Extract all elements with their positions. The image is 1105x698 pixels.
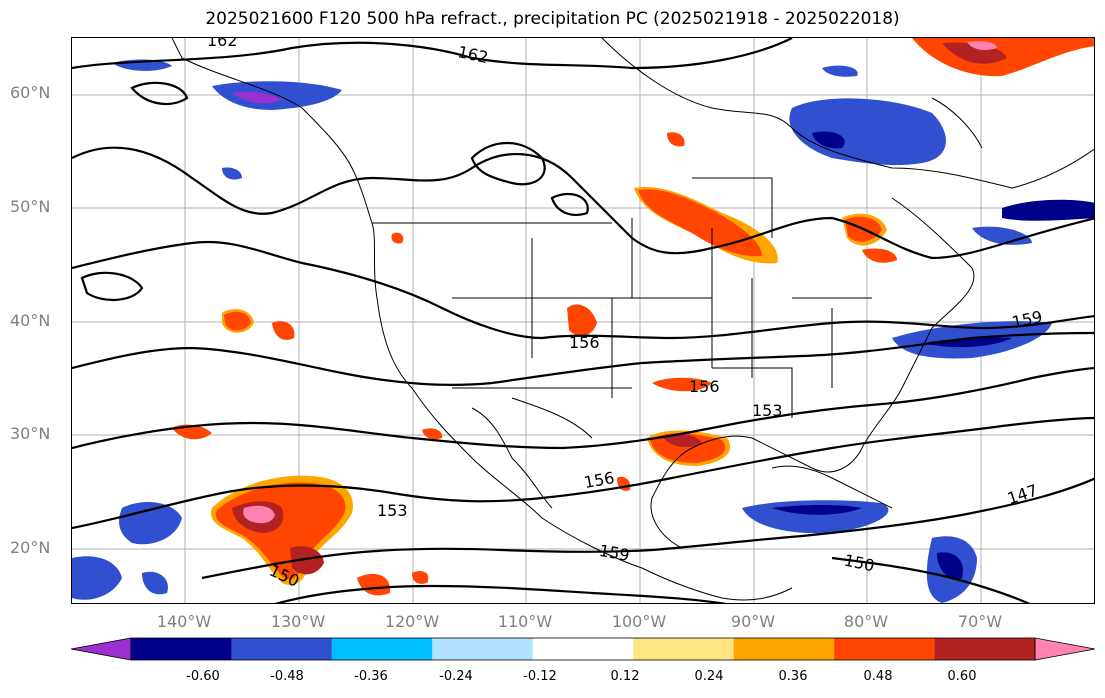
lat-label-60n: 60°N [10, 83, 51, 102]
lon-label-110w: 110°W [497, 612, 553, 631]
colorbar-tick: -0.24 [439, 669, 473, 684]
lon-label-90w: 90°W [730, 612, 776, 631]
map-canvas: 162 162 159 156 156 153 156 153 159 150 … [72, 38, 1094, 603]
lat-label-30n: 30°N [10, 424, 51, 443]
lon-label-130w: 130°W [270, 612, 326, 631]
lon-label-80w: 80°W [843, 612, 889, 631]
map-title: 2025021600 F120 500 hPa refract., precip… [205, 9, 900, 29]
colorbar-tick: 0.60 [947, 669, 977, 684]
colorbar [71, 637, 1095, 661]
colorbar-segment [532, 638, 634, 660]
contour-label: 153 [377, 501, 408, 520]
colorbar-tick: 0.12 [610, 669, 640, 684]
map-panel: 162 162 159 156 156 153 156 153 159 150 … [71, 37, 1095, 604]
lat-label-50n: 50°N [10, 197, 51, 216]
contour-label: 162 [207, 38, 238, 50]
colorbar-segment [331, 638, 433, 660]
colorbar-tick: -0.12 [523, 669, 557, 684]
coastlines [171, 38, 1094, 601]
contour-label: 147 [1005, 481, 1040, 509]
colorbar-tick: 0.48 [863, 669, 893, 684]
contour-label-group: 162 162 159 156 156 153 156 153 159 150 … [207, 38, 1044, 591]
contour-label: 159 [598, 541, 631, 565]
colorbar-segment [733, 638, 835, 660]
contour-label: 162 [456, 42, 490, 67]
height-contours [72, 38, 1094, 603]
contour-label: 150 [842, 551, 876, 576]
contour-label: 156 [569, 333, 600, 352]
colorbar-segment [633, 638, 734, 660]
colorbar-tick: -0.36 [354, 669, 388, 684]
lat-label-20n: 20°N [10, 538, 51, 557]
lon-label-120w: 120°W [384, 612, 440, 631]
contour-label: 153 [752, 401, 783, 420]
contour-label: 156 [689, 377, 720, 396]
colorbar-extend-low [71, 637, 132, 661]
colorbar-frame [130, 637, 1036, 661]
colorbar-tick: -0.60 [186, 669, 220, 684]
lon-label-140w: 140°W [156, 612, 212, 631]
colorbar-segment [934, 638, 1035, 660]
precipitation-shading [72, 38, 1094, 603]
colorbar-tick: -0.48 [270, 669, 304, 684]
lat-label-40n: 40°N [10, 311, 51, 330]
lon-label-70w: 70°W [957, 612, 1003, 631]
lon-label-100w: 100°W [611, 612, 667, 631]
colorbar-segment [231, 638, 332, 660]
colorbar-tick: 0.24 [694, 669, 724, 684]
colorbar-segment [834, 638, 935, 660]
colorbar-extend-high [1034, 637, 1095, 661]
colorbar-tick: 0.36 [778, 669, 808, 684]
colorbar-segment [432, 638, 533, 660]
colorbar-segment [131, 638, 232, 660]
